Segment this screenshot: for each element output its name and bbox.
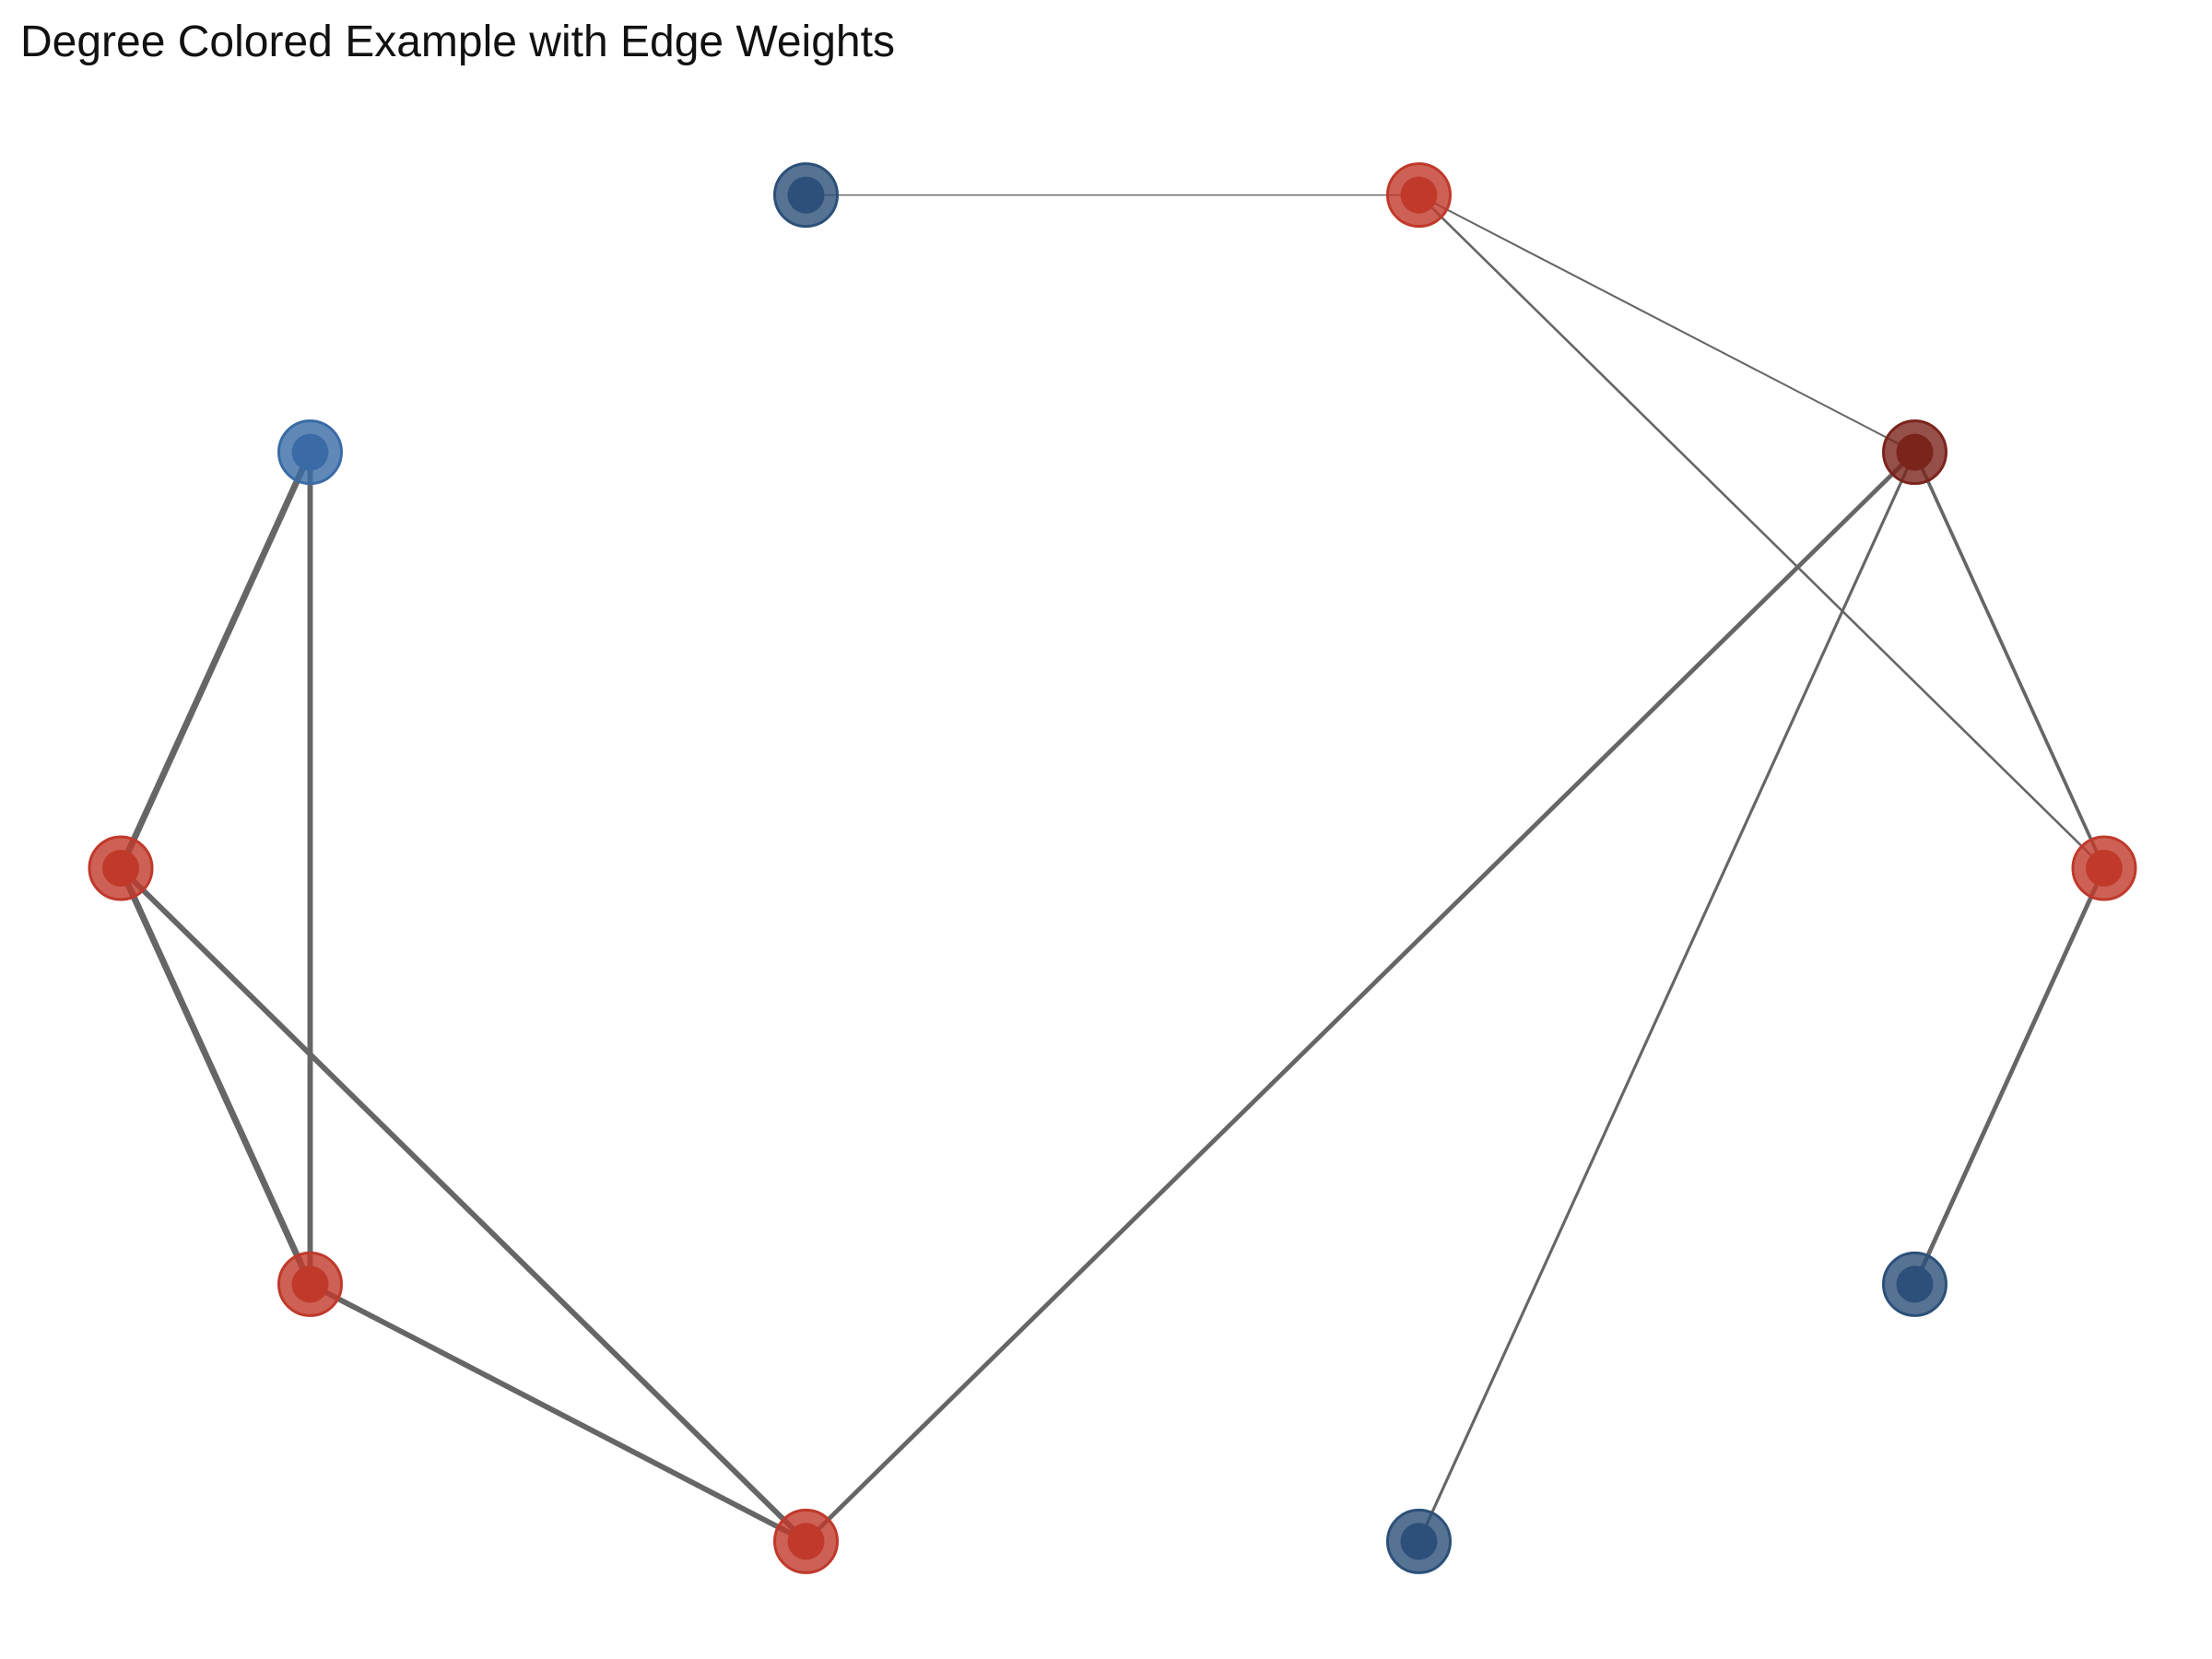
node-n0 [773,162,839,229]
edge-n8-n6 [118,865,809,1545]
node-n5 [1386,1508,1452,1574]
node-n1 [1386,162,1452,229]
node-n3 [2071,835,2137,901]
node-core [1400,176,1438,214]
node-core [1896,1265,1934,1303]
edge-n8-n7 [117,865,313,1288]
node-n6 [773,1508,839,1574]
edge-n9-n8 [117,449,313,872]
edges-layer [117,194,2107,1545]
edge-n7-n6 [307,1281,809,1545]
node-core [2086,850,2123,887]
edge-n2-n5 [1417,451,1917,1543]
edge-n3-n4 [1912,865,2107,1287]
node-n4 [1882,1251,1947,1317]
node-core [102,850,139,887]
edge-n2-n3 [1912,450,2106,870]
node-n7 [277,1251,343,1317]
node-n9 [277,419,343,486]
nodes-layer [88,162,2137,1574]
node-core [1400,1523,1438,1560]
edge-n1-n2 [1418,194,1916,453]
node-n8 [88,835,154,901]
node-n2 [1882,419,1947,486]
page-title: Degree Colored Example with Edge Weights [20,18,895,66]
node-core [787,176,825,214]
node-core [291,1265,329,1303]
node-core [1896,433,1934,471]
edge-n2-n6 [804,450,1917,1544]
node-core [787,1523,825,1560]
edge-n1-n3 [1418,194,2106,870]
node-core [291,433,329,471]
